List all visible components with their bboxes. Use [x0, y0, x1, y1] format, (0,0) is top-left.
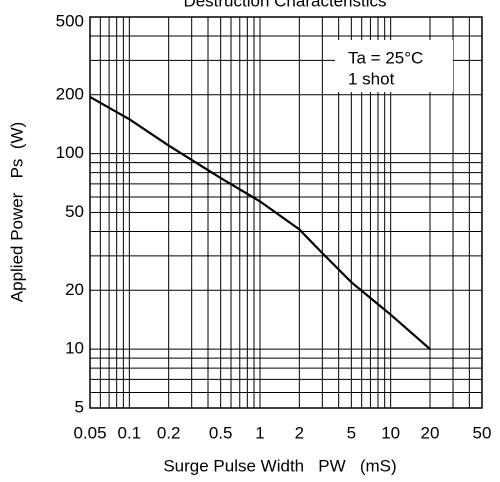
y-tick-label: 5 [75, 397, 84, 416]
x-tick-label: 50 [473, 423, 492, 442]
x-tick-label: 5 [347, 423, 356, 442]
y-tick-label: 200 [56, 84, 84, 103]
y-axis-label: Applied Power Ps (W) [7, 122, 26, 302]
chart-title: Destruction Characteristics [183, 0, 386, 10]
x-tick-label: 0.5 [209, 423, 233, 442]
x-tick-label: 0.05 [73, 423, 106, 442]
y-tick-label: 100 [56, 143, 84, 162]
annotation: 1 shot [348, 69, 395, 88]
x-tick-label: 0.2 [157, 423, 181, 442]
x-axis-label: Surge Pulse Width PW (mS) [163, 456, 396, 475]
x-tick-label: 1 [255, 423, 264, 442]
y-tick-label: 500 [56, 11, 84, 30]
x-tick-label: 20 [421, 423, 440, 442]
line [89, 95, 431, 350]
x-tick-label: 2 [295, 423, 304, 442]
y-tick-label: 10 [65, 339, 84, 358]
x-tick-label: 0.1 [118, 423, 142, 442]
annotation-box [335, 40, 453, 92]
y-tick-label: 50 [65, 202, 84, 221]
x-tick-label: 10 [381, 423, 400, 442]
plot-frame [89, 16, 483, 409]
y-tick-label: 20 [65, 280, 84, 299]
annotation: Ta = 25°C [348, 48, 423, 67]
